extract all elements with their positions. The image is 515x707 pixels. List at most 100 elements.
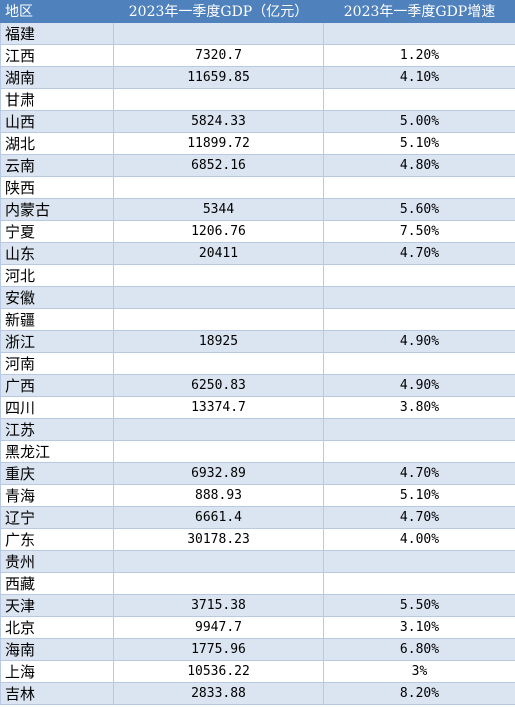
gdp-cell[interactable] (113, 22, 324, 45)
region-cell[interactable]: 山东 (0, 242, 114, 265)
table-row: 海南 1775.96 6.80% (0, 638, 515, 661)
gdp-cell[interactable]: 5344 (113, 198, 324, 221)
region-cell[interactable]: 黑龙江 (0, 440, 114, 463)
growth-cell[interactable]: 1.20% (323, 44, 515, 67)
growth-cell[interactable] (323, 22, 515, 45)
region-cell[interactable]: 河北 (0, 264, 114, 287)
growth-cell[interactable]: 5.10% (323, 132, 515, 155)
growth-cell[interactable]: 5.10% (323, 484, 515, 507)
growth-cell[interactable]: 5.00% (323, 110, 515, 133)
growth-cell[interactable]: 4.90% (323, 374, 515, 397)
region-cell[interactable]: 四川 (0, 396, 114, 419)
region-cell[interactable]: 广东 (0, 528, 114, 551)
growth-cell[interactable]: 4.00% (323, 528, 515, 551)
gdp-cell[interactable]: 2833.88 (113, 682, 324, 705)
region-cell[interactable]: 吉林 (0, 682, 114, 705)
growth-cell[interactable]: 4.70% (323, 462, 515, 485)
region-cell[interactable]: 安徽 (0, 286, 114, 309)
gdp-cell[interactable]: 18925 (113, 330, 324, 353)
table-row: 宁夏 1206.76 7.50% (0, 220, 515, 243)
region-cell[interactable]: 新疆 (0, 308, 114, 331)
growth-cell[interactable]: 8.20% (323, 682, 515, 705)
growth-cell[interactable]: 3% (323, 660, 515, 683)
region-cell[interactable]: 云南 (0, 154, 114, 177)
growth-cell[interactable]: 4.70% (323, 506, 515, 529)
gdp-cell[interactable]: 10536.22 (113, 660, 324, 683)
region-cell[interactable]: 上海 (0, 660, 114, 683)
growth-cell[interactable] (323, 352, 515, 375)
growth-cell[interactable] (323, 286, 515, 309)
gdp-cell[interactable]: 1206.76 (113, 220, 324, 243)
gdp-cell[interactable]: 6932.89 (113, 462, 324, 485)
region-cell[interactable]: 陕西 (0, 176, 114, 199)
growth-cell[interactable]: 4.80% (323, 154, 515, 177)
region-cell[interactable]: 内蒙古 (0, 198, 114, 221)
growth-cell[interactable] (323, 440, 515, 463)
gdp-cell[interactable] (113, 440, 324, 463)
gdp-cell[interactable] (113, 88, 324, 111)
growth-cell[interactable] (323, 308, 515, 331)
gdp-cell[interactable]: 6250.83 (113, 374, 324, 397)
growth-cell[interactable]: 5.60% (323, 198, 515, 221)
header-growth[interactable]: 2023年一季度GDP增速 (323, 0, 515, 23)
region-cell[interactable]: 广西 (0, 374, 114, 397)
gdp-cell[interactable]: 888.93 (113, 484, 324, 507)
region-cell[interactable]: 浙江 (0, 330, 114, 353)
gdp-cell[interactable]: 7320.7 (113, 44, 324, 67)
gdp-cell[interactable] (113, 352, 324, 375)
gdp-cell[interactable] (113, 308, 324, 331)
region-cell[interactable]: 辽宁 (0, 506, 114, 529)
region-cell[interactable]: 山西 (0, 110, 114, 133)
region-cell[interactable]: 湖北 (0, 132, 114, 155)
region-cell[interactable]: 重庆 (0, 462, 114, 485)
region-cell[interactable]: 宁夏 (0, 220, 114, 243)
gdp-cell[interactable] (113, 572, 324, 595)
gdp-cell[interactable]: 9947.7 (113, 616, 324, 639)
region-cell[interactable]: 西藏 (0, 572, 114, 595)
gdp-cell[interactable] (113, 550, 324, 573)
growth-cell[interactable]: 7.50% (323, 220, 515, 243)
growth-cell[interactable] (323, 264, 515, 287)
growth-cell[interactable]: 3.10% (323, 616, 515, 639)
gdp-cell[interactable] (113, 286, 324, 309)
gdp-cell[interactable] (113, 418, 324, 441)
gdp-cell[interactable] (113, 176, 324, 199)
region-cell[interactable]: 海南 (0, 638, 114, 661)
region-cell[interactable]: 江苏 (0, 418, 114, 441)
region-cell[interactable]: 青海 (0, 484, 114, 507)
header-region[interactable]: 地区 (0, 0, 114, 23)
header-gdp[interactable]: 2023年一季度GDP（亿元） (113, 0, 324, 23)
gdp-cell[interactable]: 1775.96 (113, 638, 324, 661)
growth-cell[interactable]: 3.80% (323, 396, 515, 419)
growth-cell[interactable]: 4.90% (323, 330, 515, 353)
gdp-cell[interactable]: 13374.7 (113, 396, 324, 419)
region-cell[interactable]: 贵州 (0, 550, 114, 573)
gdp-cell[interactable]: 30178.23 (113, 528, 324, 551)
region-cell[interactable]: 北京 (0, 616, 114, 639)
growth-cell[interactable] (323, 418, 515, 441)
region-cell[interactable]: 福建 (0, 22, 114, 45)
region-cell[interactable]: 湖南 (0, 66, 114, 89)
region-cell[interactable]: 河南 (0, 352, 114, 375)
gdp-cell[interactable]: 20411 (113, 242, 324, 265)
gdp-cell[interactable]: 11659.85 (113, 66, 324, 89)
growth-cell[interactable] (323, 550, 515, 573)
table-row: 河南 (0, 352, 515, 375)
region-cell[interactable]: 天津 (0, 594, 114, 617)
growth-cell[interactable]: 6.80% (323, 638, 515, 661)
gdp-cell[interactable]: 6852.16 (113, 154, 324, 177)
gdp-cell[interactable]: 6661.4 (113, 506, 324, 529)
growth-cell[interactable] (323, 176, 515, 199)
growth-cell[interactable]: 4.70% (323, 242, 515, 265)
table-row: 安徽 (0, 286, 515, 309)
gdp-cell[interactable] (113, 264, 324, 287)
gdp-cell[interactable]: 5824.33 (113, 110, 324, 133)
gdp-cell[interactable]: 11899.72 (113, 132, 324, 155)
growth-cell[interactable] (323, 572, 515, 595)
gdp-cell[interactable]: 3715.38 (113, 594, 324, 617)
growth-cell[interactable]: 5.50% (323, 594, 515, 617)
region-cell[interactable]: 江西 (0, 44, 114, 67)
region-cell[interactable]: 甘肃 (0, 88, 114, 111)
growth-cell[interactable]: 4.10% (323, 66, 515, 89)
growth-cell[interactable] (323, 88, 515, 111)
